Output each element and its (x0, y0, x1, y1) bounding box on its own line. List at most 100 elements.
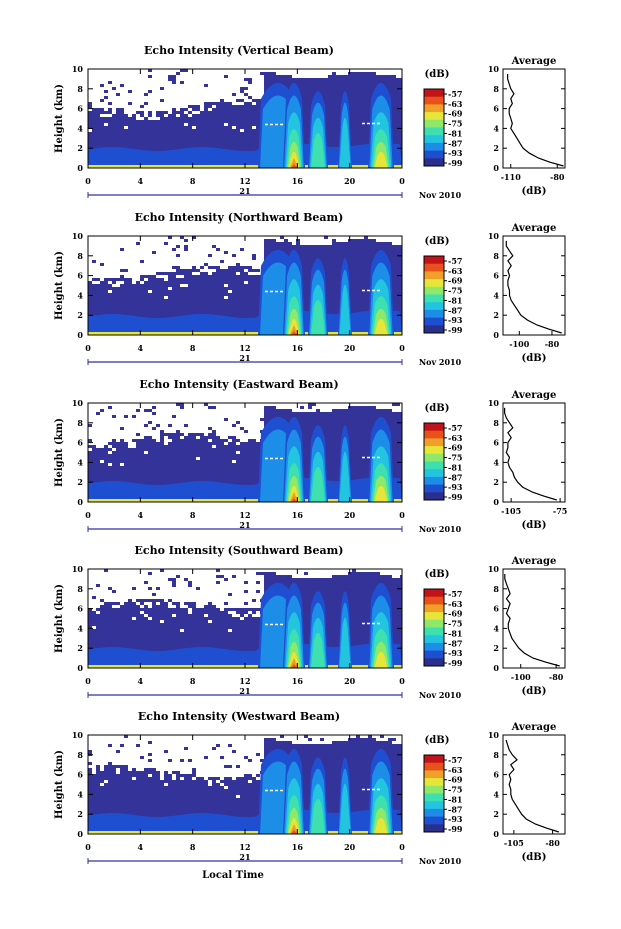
colorbar-unit: (dB) (425, 69, 450, 80)
y-tick-label: 0 (77, 163, 83, 173)
convective-cell (368, 748, 394, 834)
colorbar-swatch (424, 778, 444, 787)
x-tick-label: 20 (344, 676, 356, 686)
colorbar-tick-label: -57 (448, 755, 462, 765)
cell-layer (374, 817, 388, 834)
x-tick-label: 20 (344, 176, 356, 186)
y-tick-label: 8 (77, 584, 83, 594)
colorbar-swatch (424, 302, 444, 311)
x-tick-label: 0 (85, 510, 91, 520)
colorbar-swatch (424, 612, 444, 621)
cell-layer (339, 617, 351, 668)
convective-cell (283, 82, 305, 168)
colorbar-unit: (dB) (425, 403, 450, 414)
colorbar-tick-label: -75 (448, 453, 462, 463)
y-tick-label: 0 (77, 330, 83, 340)
profile-line (505, 739, 559, 833)
x-tick-label: 16 (292, 176, 304, 186)
colorbar-swatch (424, 317, 444, 326)
profile-y-tick-label: 0 (493, 829, 499, 839)
convective-cell (368, 582, 394, 668)
panel-2: Echo Intensity (Northward Beam) 0 2 4 6 8 10 He… (54, 211, 566, 367)
y-tick-label: 0 (77, 829, 83, 839)
colorbar-swatch (424, 589, 444, 598)
cell-layer (311, 132, 325, 168)
x-tick-label: 12 (239, 176, 250, 186)
y-tick-label: 10 (72, 231, 84, 241)
colorbar-swatch (424, 150, 444, 159)
x-tick-label: 8 (190, 176, 196, 186)
colorbar-swatch (424, 627, 444, 636)
y-tick-label: 2 (77, 310, 83, 320)
y-tick-label: 4 (77, 123, 83, 133)
colorbar-tick-label: -93 (448, 482, 463, 492)
colorbar-swatch (424, 294, 444, 303)
x-tick-label: 8 (190, 343, 196, 353)
colorbar-swatch (424, 453, 444, 462)
colorbar-swatch (424, 286, 444, 295)
cell-layer (374, 151, 388, 168)
colorbar-swatch (424, 256, 444, 265)
profile-x-label: (dB) (522, 686, 547, 697)
y-tick-label: 10 (72, 398, 84, 408)
profile-y-tick-label: 4 (493, 290, 499, 300)
convective-cell (368, 416, 394, 502)
profile-line (505, 240, 562, 334)
panel-title: Echo Intensity (Westward Beam) (138, 710, 340, 723)
convective-cell (308, 425, 328, 502)
colorbar-tick-label: -75 (448, 619, 462, 629)
y-tick-label: 2 (77, 643, 83, 653)
month-year-label: Nov 2010 (419, 357, 462, 367)
y-tick-label: 10 (72, 564, 84, 574)
x-tick-label: 20 (344, 842, 356, 852)
date-label: 21 (239, 353, 250, 363)
profile-title: Average (511, 56, 557, 67)
convective-cell (338, 91, 352, 168)
y-tick-label: 4 (77, 457, 83, 467)
profile-y-tick-label: 6 (493, 604, 499, 614)
profile-title: Average (511, 223, 557, 234)
profile-y-tick-label: 2 (493, 143, 499, 153)
panel-1: Echo Intensity (Vertical Beam) 0 2 4 6 8 10 Hei… (54, 44, 566, 200)
colorbar-swatch (424, 325, 444, 334)
colorbar-tick-label: -99 (448, 325, 463, 335)
profile-x-tick-label: -100 (511, 672, 531, 682)
colorbar-swatch (424, 263, 444, 272)
colorbar-frame (423, 88, 445, 167)
colorbar-swatch (424, 142, 444, 152)
y-tick-label: 8 (77, 418, 83, 428)
profile-line (504, 574, 560, 667)
x-tick-label: 0 (85, 842, 91, 852)
cell-layer (311, 632, 325, 668)
profile-title: Average (511, 390, 557, 401)
profile-y-tick-label: 4 (493, 623, 499, 633)
profile-x-label: (dB) (522, 520, 547, 531)
profile-frame (502, 402, 566, 503)
colorbar-swatch (424, 119, 444, 128)
profile-title: Average (511, 556, 557, 567)
cell-layer (339, 117, 351, 168)
panel-5: Echo Intensity (Westward Beam) 0 2 4 6 8 10 Hei… (54, 710, 566, 866)
colorbar-swatch (424, 446, 444, 455)
y-tick-label: 8 (77, 84, 83, 94)
profile-x-tick-label: -80 (545, 838, 560, 848)
colorbar-swatch (424, 438, 444, 447)
month-year-label: Nov 2010 (419, 856, 462, 866)
y-axis-label: Height (km) (54, 84, 65, 153)
profile-x-label: (dB) (522, 353, 547, 364)
y-tick-label: 10 (72, 64, 84, 74)
colorbar-swatch (424, 271, 444, 280)
colorbar-swatch (424, 430, 444, 439)
profile-y-tick-label: 10 (488, 564, 500, 574)
x-tick-label: 0 (399, 343, 405, 353)
x-tick-label: 20 (344, 510, 356, 520)
y-tick-label: 6 (77, 604, 83, 614)
colorbar-tick-label: -63 (448, 433, 463, 443)
y-tick-label: 6 (77, 770, 83, 780)
y-tick-label: 6 (77, 438, 83, 448)
x-tick-label: 12 (239, 343, 250, 353)
colorbar-tick-label: -87 (448, 804, 462, 814)
profile-y-tick-label: 4 (493, 789, 499, 799)
profile-frame (502, 235, 566, 336)
